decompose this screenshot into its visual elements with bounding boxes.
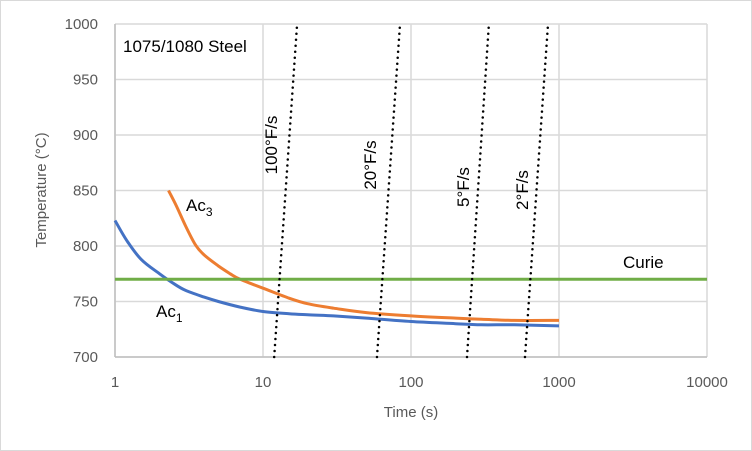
rate-label-20: 20°F/s <box>361 140 380 189</box>
y-tick-label-950: 950 <box>73 72 98 89</box>
ac1-label: Ac1 <box>156 302 183 325</box>
ac3-label: Ac3 <box>186 196 213 219</box>
x-tick-label-100: 100 <box>398 374 423 391</box>
y-tick-label-850: 850 <box>73 183 98 200</box>
y-tick-label-700: 700 <box>73 349 98 366</box>
rate-label-100: 100°F/s <box>262 116 281 175</box>
heating-rate-line-100-f-s <box>272 22 299 359</box>
y-tick-label-800: 800 <box>73 238 98 255</box>
gridlines <box>114 23 708 358</box>
y-tick-label-750: 750 <box>73 294 98 311</box>
x-axis-title: Time (s) <box>384 404 438 421</box>
heating-rate-line-20-f-s <box>375 22 402 359</box>
y-tick-label-900: 900 <box>73 127 98 144</box>
x-tick-label-10000: 10000 <box>686 374 728 391</box>
x-tick-label-1: 1 <box>111 374 119 391</box>
heating-rate-line-2-f-s <box>523 22 550 359</box>
rate-label-5: 5°F/s <box>454 167 473 207</box>
chart-annotation-title: 1075/1080 Steel <box>123 37 247 56</box>
tick-labels: 700 750 800 850 900 950 1000 1 10 100 1000 10000 <box>65 16 728 391</box>
series-group <box>113 22 707 359</box>
series-line-ac1 <box>113 219 560 328</box>
y-axis-title: Temperature (°C) <box>33 132 50 247</box>
x-tick-label-10: 10 <box>255 374 272 391</box>
y-tick-label-1000: 1000 <box>65 16 98 33</box>
rate-label-2: 2°F/s <box>513 170 532 210</box>
x-tick-label-1000: 1000 <box>542 374 575 391</box>
curie-label: Curie <box>623 253 664 272</box>
heating-rate-line-5-f-s <box>465 22 491 359</box>
series-line-ac3 <box>167 189 560 322</box>
